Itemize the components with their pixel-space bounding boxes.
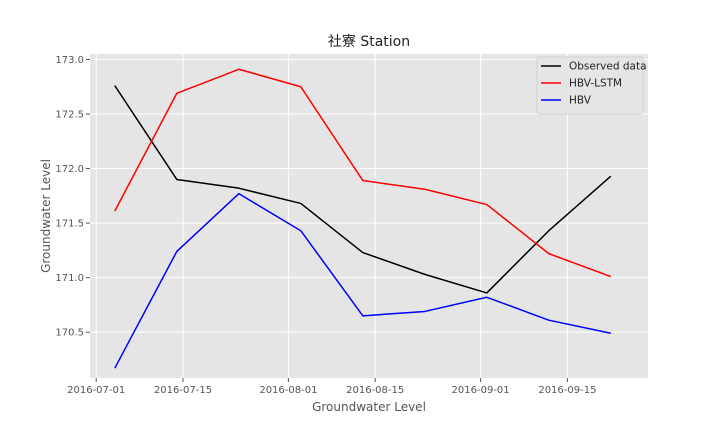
legend: Observed data HBV-LSTM HBV: [536, 56, 647, 115]
x-tick-label: 2016-09-15: [538, 385, 596, 396]
y-tick-label: 171.0: [55, 273, 84, 284]
x-tick-label: 2016-08-15: [346, 385, 404, 396]
x-tick-label: 2016-08-01: [259, 385, 317, 396]
series-line-hbv: [114, 192, 611, 369]
series-line-hbv-lstm: [114, 68, 612, 278]
legend-box: [536, 56, 644, 115]
axis-ticks: 2016-07-01 2016-07-15 2016-08-01 2016-08-15…: [55, 55, 596, 396]
y-tick-label: 170.5: [55, 328, 84, 339]
legend-label-observed-data: Observed data: [569, 61, 647, 73]
x-tick-label: 2016-09-01: [452, 385, 510, 396]
legend-label-hbv-lstm: HBV-LSTM: [569, 78, 622, 90]
series-line-observed-data: [114, 85, 612, 294]
y-tick-label: 171.5: [55, 219, 84, 230]
y-tick-label: 172.5: [55, 110, 84, 121]
y-tick-label: 172.0: [55, 164, 84, 175]
y-tick-label: 173.0: [55, 55, 84, 66]
x-tick-label: 2016-07-15: [154, 385, 212, 396]
chart-title: 社寮 Station: [328, 33, 410, 50]
x-axis-label: Groundwater Level: [312, 400, 426, 414]
legend-label-hbv: HBV: [569, 95, 592, 107]
series-lines: [114, 68, 612, 369]
x-tick-label: 2016-07-01: [67, 385, 125, 396]
y-axis-label: Groundwater Level: [39, 159, 53, 273]
